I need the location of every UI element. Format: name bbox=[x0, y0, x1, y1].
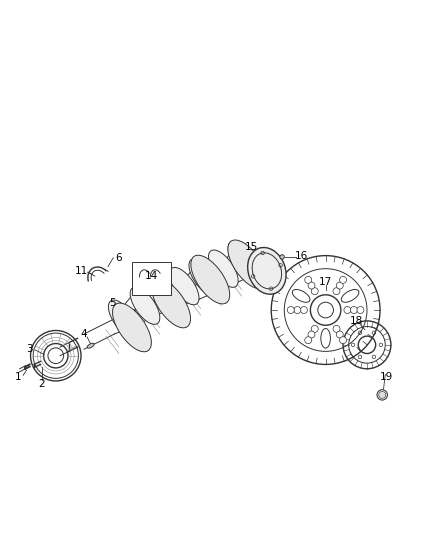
Ellipse shape bbox=[130, 287, 160, 325]
Text: 1: 1 bbox=[14, 373, 21, 383]
Text: 3: 3 bbox=[26, 344, 33, 354]
Ellipse shape bbox=[321, 328, 330, 348]
Ellipse shape bbox=[170, 268, 199, 305]
Text: 17: 17 bbox=[319, 277, 332, 287]
Circle shape bbox=[333, 288, 340, 295]
Circle shape bbox=[300, 306, 307, 313]
Text: 2: 2 bbox=[39, 379, 45, 389]
Text: 14: 14 bbox=[145, 271, 158, 281]
Circle shape bbox=[308, 282, 315, 289]
Text: 11: 11 bbox=[75, 266, 88, 276]
Circle shape bbox=[344, 306, 351, 313]
Circle shape bbox=[336, 331, 343, 338]
Circle shape bbox=[287, 306, 294, 313]
Circle shape bbox=[280, 255, 284, 259]
Circle shape bbox=[311, 325, 318, 333]
Circle shape bbox=[339, 337, 346, 344]
Circle shape bbox=[350, 306, 357, 313]
Ellipse shape bbox=[191, 255, 230, 304]
Ellipse shape bbox=[189, 259, 219, 296]
Circle shape bbox=[339, 277, 346, 284]
Ellipse shape bbox=[87, 343, 94, 348]
Ellipse shape bbox=[228, 240, 267, 289]
Circle shape bbox=[336, 282, 343, 289]
Circle shape bbox=[305, 337, 312, 344]
Ellipse shape bbox=[341, 289, 359, 302]
Ellipse shape bbox=[152, 279, 191, 328]
Circle shape bbox=[357, 306, 364, 313]
Circle shape bbox=[333, 325, 340, 333]
Circle shape bbox=[311, 288, 318, 295]
Circle shape bbox=[305, 277, 312, 284]
Bar bbox=[132, 262, 171, 295]
Text: 6: 6 bbox=[116, 253, 122, 263]
Ellipse shape bbox=[247, 247, 286, 294]
Text: 19: 19 bbox=[380, 373, 393, 383]
Text: 18: 18 bbox=[350, 316, 363, 326]
Circle shape bbox=[294, 306, 301, 313]
Text: 5: 5 bbox=[109, 298, 116, 309]
Ellipse shape bbox=[113, 303, 152, 352]
Ellipse shape bbox=[109, 300, 138, 337]
Ellipse shape bbox=[150, 276, 180, 313]
Ellipse shape bbox=[208, 250, 238, 287]
Circle shape bbox=[308, 331, 315, 338]
Text: 15: 15 bbox=[245, 242, 258, 252]
Circle shape bbox=[377, 390, 388, 400]
Text: 4: 4 bbox=[81, 329, 88, 339]
Text: 16: 16 bbox=[295, 252, 308, 262]
Ellipse shape bbox=[228, 241, 258, 279]
Ellipse shape bbox=[292, 289, 310, 302]
